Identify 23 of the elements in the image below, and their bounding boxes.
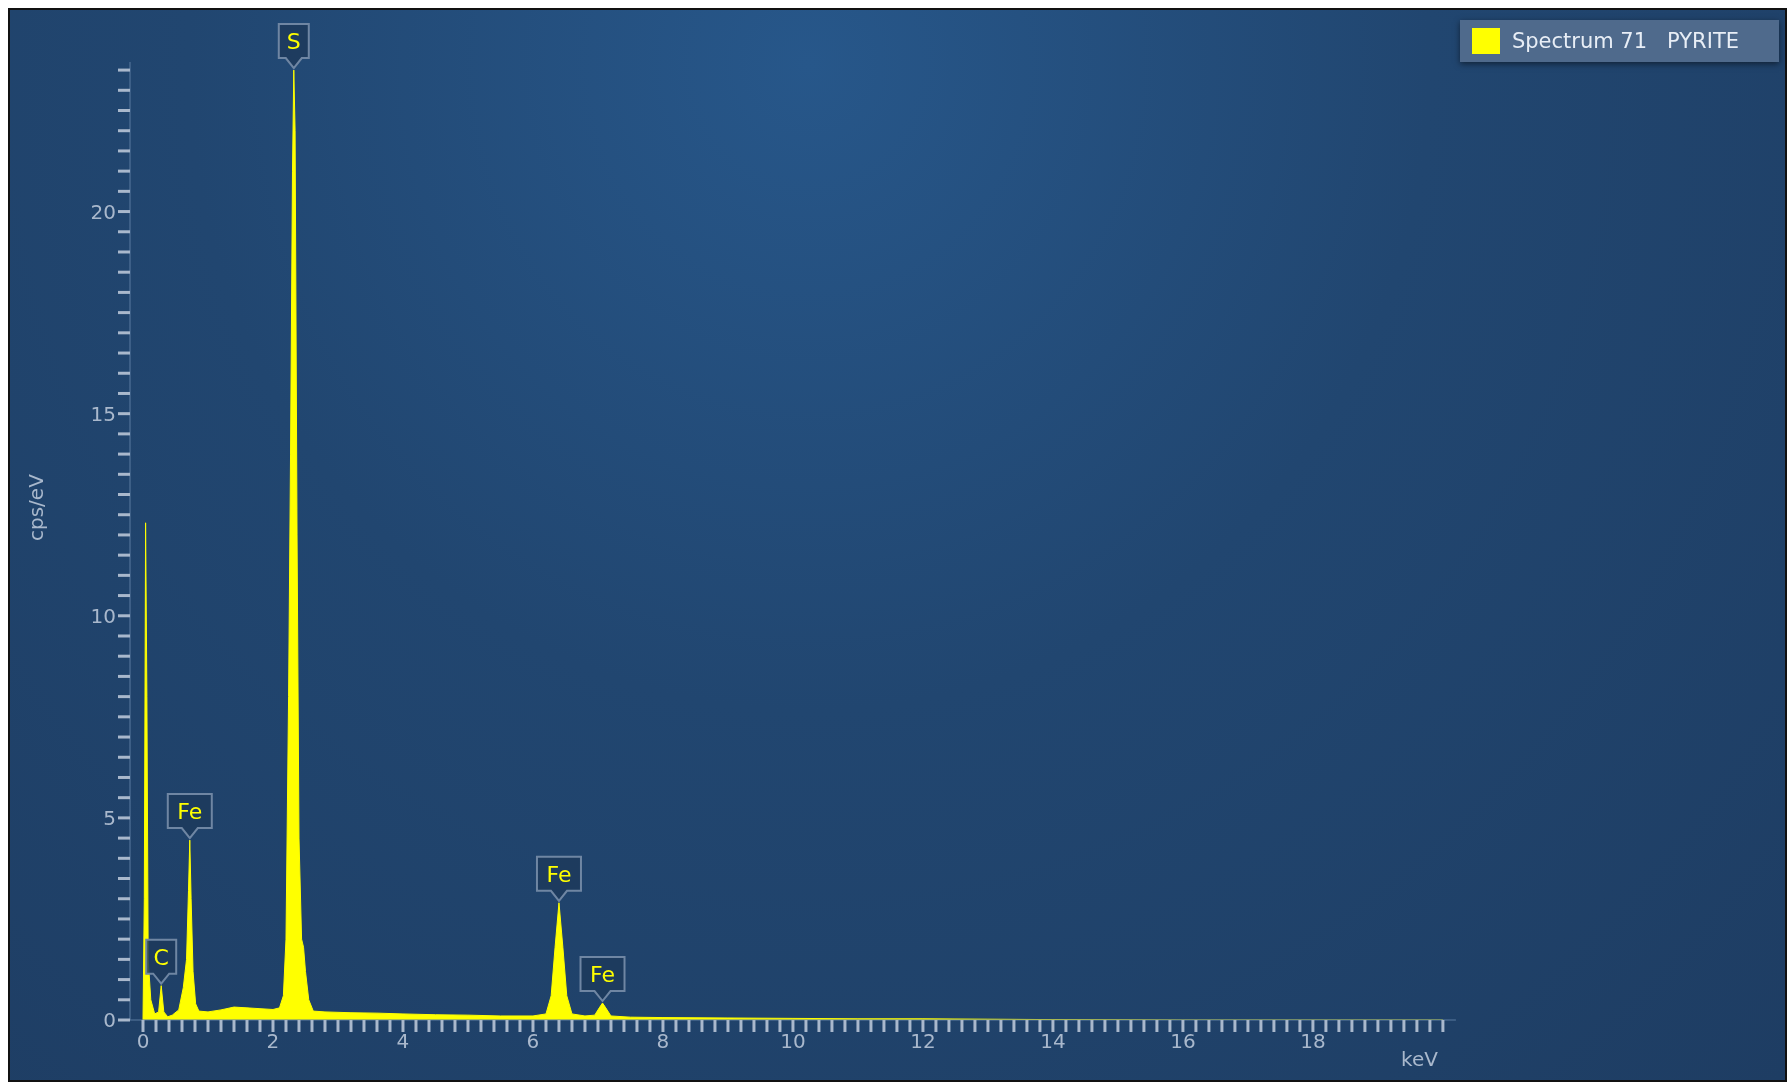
y-axis-title: cps/eV — [24, 473, 49, 541]
y-tick-label: 10 — [90, 603, 116, 628]
x-tick-label: 16 — [1170, 1029, 1196, 1054]
annotation: Fe — [590, 962, 616, 988]
x-tick-label: 2 — [266, 1029, 280, 1054]
y-tick-label: 5 — [103, 805, 116, 830]
x-tick-label: 18 — [1300, 1029, 1326, 1054]
x-tick-label: 12 — [910, 1029, 936, 1054]
x-tick-label: 6 — [526, 1029, 540, 1054]
x-tick-label: 4 — [396, 1029, 410, 1054]
x-tick-label: 8 — [656, 1029, 670, 1054]
x-axis-title: keV — [1401, 1047, 1439, 1071]
annotation: S — [286, 29, 301, 55]
annotation: C — [153, 944, 169, 970]
x-tick-label: 0 — [136, 1029, 150, 1054]
annotation: Fe — [177, 799, 203, 825]
x-tick-label: 14 — [1040, 1029, 1066, 1054]
x-tick-label: 10 — [780, 1029, 806, 1054]
y-tick-label: 20 — [90, 199, 116, 224]
y-tick-label: 0 — [103, 1008, 116, 1033]
legend-label: Spectrum 71 PYRITE — [1511, 29, 1739, 53]
y-tick-label: 15 — [90, 401, 116, 426]
annotation: Fe — [546, 861, 572, 887]
